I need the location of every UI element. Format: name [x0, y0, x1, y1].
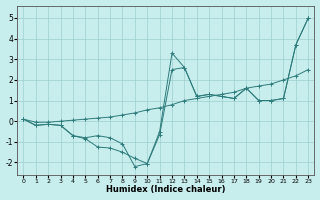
- X-axis label: Humidex (Indice chaleur): Humidex (Indice chaleur): [106, 185, 226, 194]
